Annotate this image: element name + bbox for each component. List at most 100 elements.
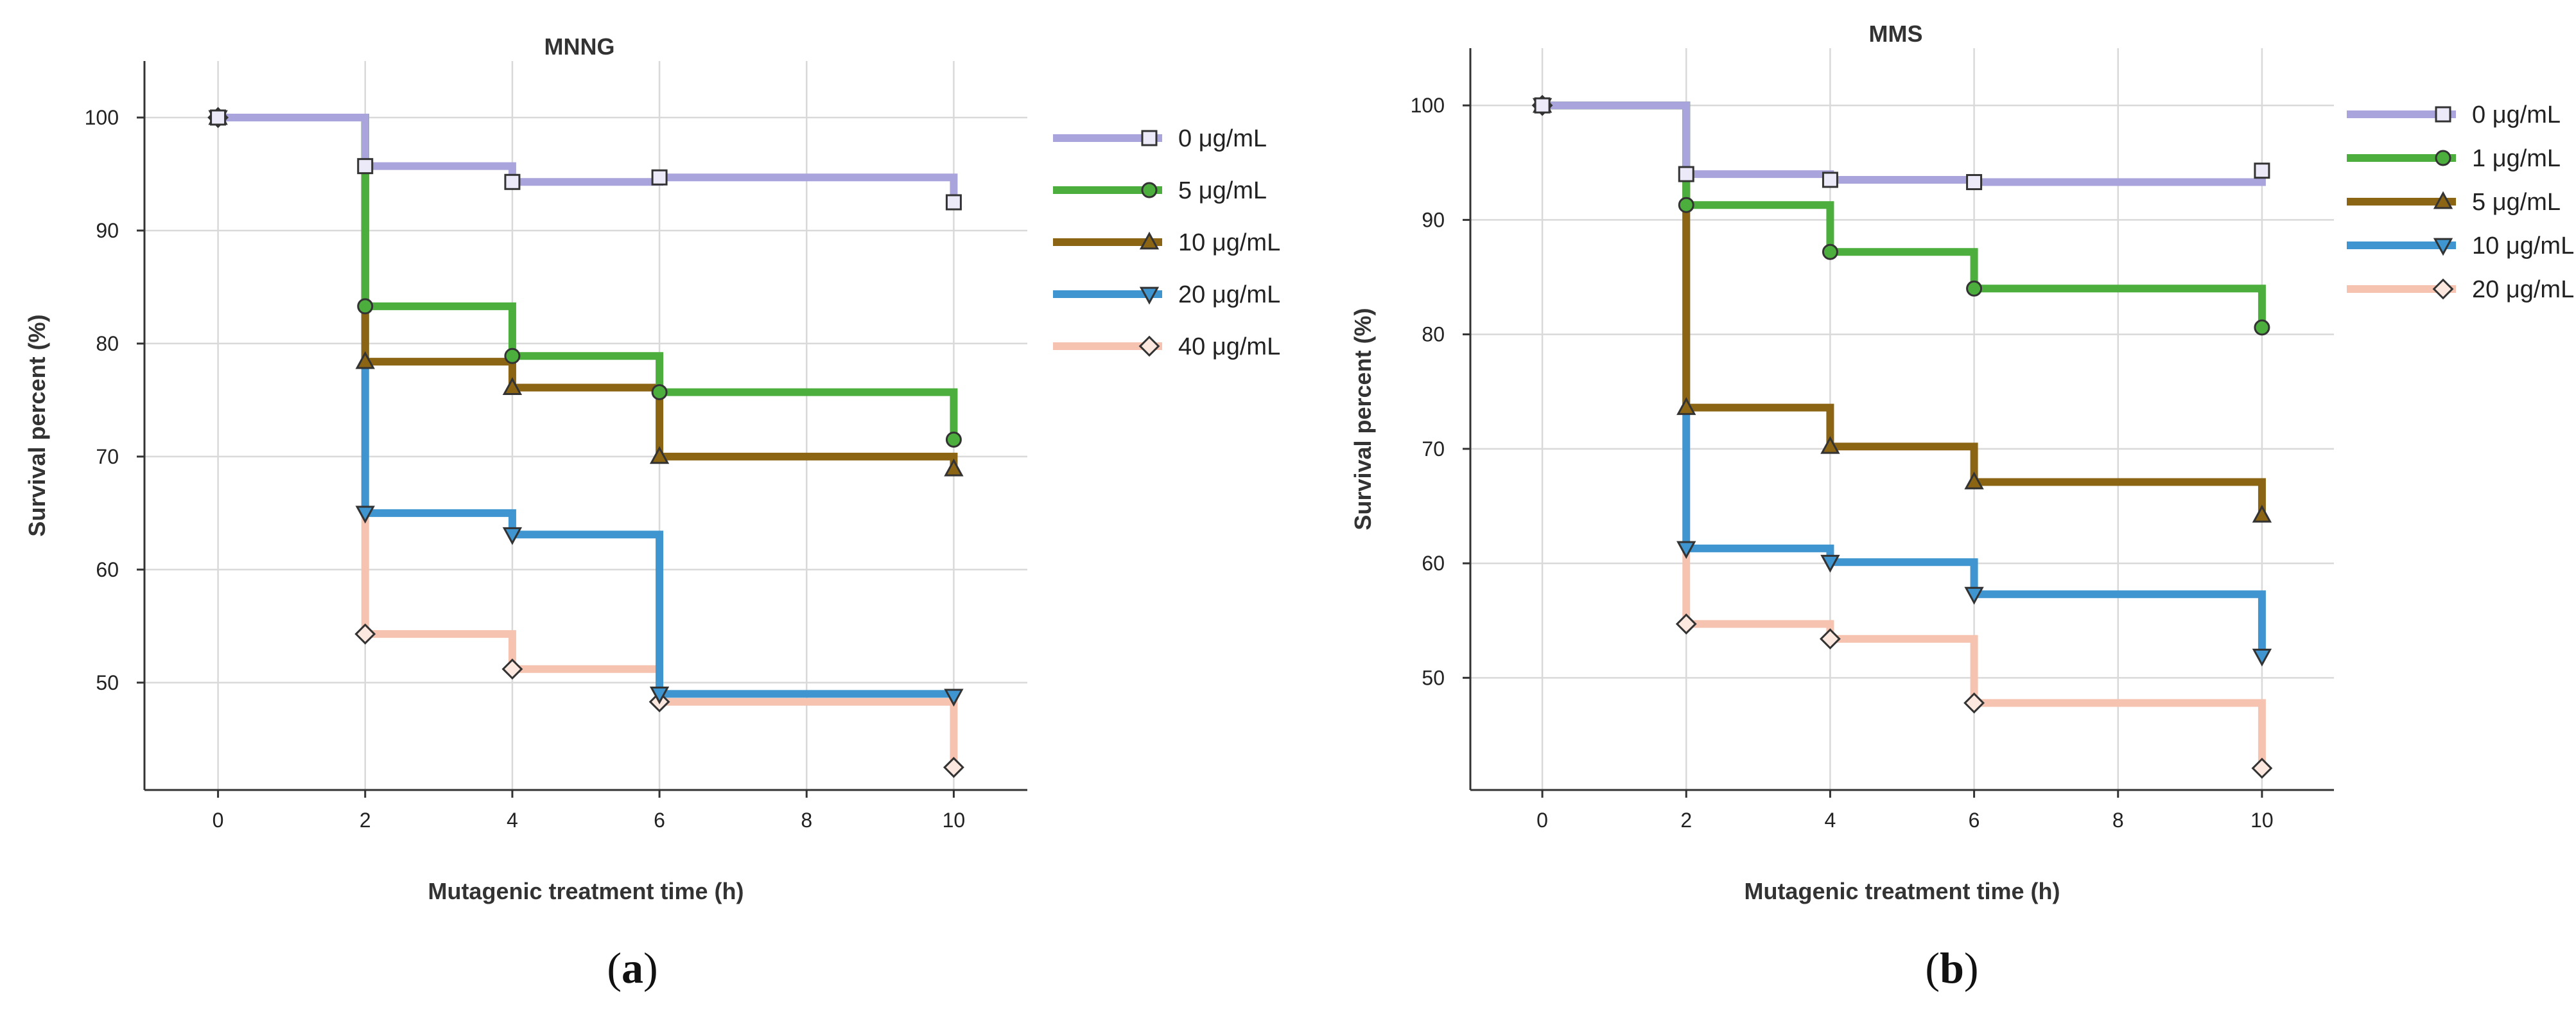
legend-marker (2433, 191, 2453, 209)
data-point-marker (355, 505, 375, 524)
x-tick-label: 2 (1680, 809, 1692, 832)
data-point-marker (504, 347, 521, 364)
data-point-marker (1964, 471, 1984, 489)
data-point-marker (355, 351, 375, 369)
data-point-marker (1676, 397, 1696, 416)
y-tick-label: 80 (96, 332, 119, 355)
legend-marker (1138, 335, 1160, 357)
x-tick-label: 2 (360, 809, 371, 832)
data-point-marker (1964, 586, 1984, 605)
x-tick-label: 0 (213, 809, 224, 832)
data-point-marker (357, 298, 374, 315)
x-axis-label: Mutagenic treatment time (h) (428, 878, 744, 904)
panel-label: b (1940, 943, 1964, 992)
series-line-2 (1542, 101, 2266, 516)
data-point-marker (2251, 757, 2273, 779)
data-point-marker (944, 458, 964, 477)
data-point-marker (651, 169, 668, 186)
y-tick-label: 70 (96, 445, 119, 468)
data-point-marker (945, 194, 962, 211)
data-point-marker (1822, 243, 1838, 260)
data-point-marker (943, 757, 964, 778)
legend-marker (2432, 278, 2454, 300)
data-point-marker (354, 623, 376, 645)
legend-marker (2433, 238, 2453, 256)
y-tick-label: 60 (1422, 552, 1445, 575)
y-tick-label: 50 (1422, 666, 1445, 689)
data-point-marker (1819, 628, 1841, 650)
series-line-3 (218, 113, 958, 698)
y-tick-label: 90 (1422, 208, 1445, 231)
data-point-marker (502, 377, 523, 395)
data-point-marker (1966, 280, 1983, 297)
data-point-marker (651, 384, 668, 401)
data-point-marker (502, 527, 523, 545)
data-point-marker (357, 158, 374, 175)
x-tick-label: 4 (507, 809, 518, 832)
caption-paren-close: ) (643, 943, 658, 992)
legend-label: 20 μg/mL (1178, 281, 1280, 308)
caption-paren-close: ) (1964, 943, 1979, 992)
y-tick-label: 100 (85, 106, 119, 129)
x-tick-label: 6 (1969, 809, 1980, 832)
series-line-0 (1542, 101, 2266, 186)
data-point-marker (504, 173, 521, 190)
x-tick-label: 8 (801, 809, 812, 832)
legend-marker (1139, 286, 1160, 305)
data-point-marker (501, 658, 523, 680)
legend-label: 5 μg/mL (2472, 189, 2561, 216)
data-point-marker (1675, 613, 1697, 635)
data-point-marker (210, 109, 227, 126)
chart-panel-b: 0 2 4 6 8 10 50 60 70 80 90 100 MMS Mutagenic treatme… (1350, 21, 2574, 992)
legend-marker (1141, 182, 1158, 198)
data-point-marker (1678, 197, 1694, 213)
legend-label: 1 μg/mL (2472, 145, 2561, 172)
legend-label: 10 μg/mL (2472, 233, 2574, 259)
legend-marker (2435, 150, 2451, 166)
x-tick-label: 10 (943, 809, 966, 832)
y-tick-label: 50 (96, 671, 119, 694)
data-point-marker (1678, 166, 1694, 182)
data-point-marker (649, 446, 670, 464)
panel-caption: (a) (607, 943, 657, 992)
legend-label: 10 μg/mL (1178, 229, 1280, 256)
data-point-marker (2252, 649, 2272, 667)
data-point-marker (649, 687, 670, 705)
data-point-marker (2252, 504, 2272, 523)
legend-label: 0 μg/mL (1178, 125, 1267, 152)
chart-title: MMS (1869, 21, 1923, 47)
data-point-marker (1820, 554, 1840, 573)
y-tick-label: 70 (1422, 437, 1445, 461)
series-line-4 (218, 113, 958, 768)
caption-paren-open: ( (607, 943, 622, 992)
data-point-marker (2254, 162, 2270, 179)
x-tick-label: 6 (654, 809, 665, 832)
legend-label: 20 μg/mL (2472, 276, 2574, 303)
y-tick-label: 80 (1422, 323, 1445, 346)
caption-paren-open: ( (1925, 943, 1940, 992)
x-tick-label: 4 (1825, 809, 1836, 832)
data-point-marker (1820, 435, 1840, 454)
legend-marker (1139, 231, 1160, 250)
y-tick-label: 90 (96, 219, 119, 242)
x-tick-label: 10 (2250, 809, 2274, 832)
x-axis-label: Mutagenic treatment time (h) (1744, 878, 2060, 904)
series-line-0 (218, 113, 958, 202)
x-tick-label: 0 (1536, 809, 1548, 832)
legend-label: 0 μg/mL (2472, 101, 2561, 128)
legend-label: 40 μg/mL (1178, 333, 1280, 360)
data-point-marker (1963, 692, 1985, 714)
data-point-marker (2254, 319, 2270, 336)
series-line-3 (1542, 101, 2266, 656)
series-line-1 (1542, 101, 2266, 328)
data-point-marker (945, 431, 962, 448)
legend-marker (1141, 130, 1158, 146)
panel-label: a (622, 943, 643, 992)
data-point-marker (1822, 171, 1838, 188)
panel-caption: (b) (1925, 943, 1978, 992)
series-line-4 (1542, 101, 2266, 769)
chart-title: MNNG (544, 33, 615, 60)
data-point-marker (1534, 97, 1551, 114)
y-tick-label: 60 (96, 558, 119, 581)
